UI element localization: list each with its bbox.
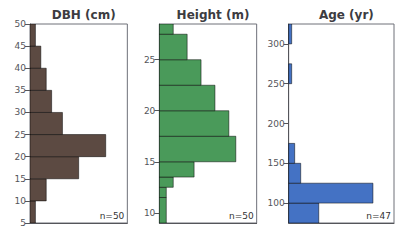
svg-text:Age (yr): Age (yr) [319, 8, 374, 22]
svg-text:200: 200 [267, 119, 284, 129]
svg-text:5: 5 [20, 218, 26, 228]
svg-text:n=47: n=47 [366, 211, 391, 221]
svg-text:20: 20 [15, 152, 27, 162]
svg-text:25: 25 [144, 55, 155, 65]
svg-text:20: 20 [144, 106, 156, 116]
svg-text:Height (m): Height (m) [177, 8, 250, 22]
svg-text:100: 100 [267, 198, 284, 208]
svg-text:25: 25 [15, 130, 26, 140]
svg-text:30: 30 [15, 107, 27, 117]
svg-text:35: 35 [15, 85, 26, 95]
svg-text:DBH (cm): DBH (cm) [52, 8, 116, 22]
svg-text:45: 45 [15, 41, 26, 51]
svg-text:50: 50 [15, 19, 27, 29]
svg-text:n=50: n=50 [229, 211, 254, 221]
svg-text:15: 15 [144, 157, 155, 167]
svg-text:15: 15 [15, 174, 26, 184]
svg-text:10: 10 [144, 208, 156, 218]
svg-text:150: 150 [267, 158, 284, 168]
svg-text:300: 300 [267, 39, 284, 49]
svg-text:n=50: n=50 [100, 211, 125, 221]
svg-text:40: 40 [15, 63, 27, 73]
svg-text:250: 250 [267, 79, 284, 89]
svg-text:10: 10 [15, 196, 27, 206]
